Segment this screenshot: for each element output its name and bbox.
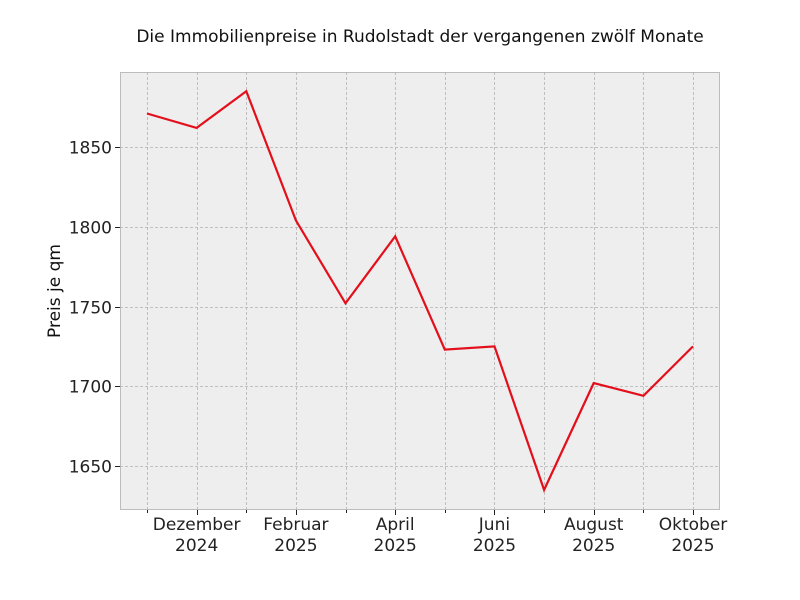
axis-ticks — [115, 147, 694, 515]
y-tick-label: 1700 — [69, 378, 112, 398]
x-tick-year: 2025 — [671, 536, 714, 556]
x-tick-month: Februar — [263, 515, 328, 535]
y-tick-label: 1750 — [69, 299, 112, 319]
x-tick-year: 2025 — [572, 536, 615, 556]
y-axis-tick-labels: 1650 1700 1750 1800 1850 — [69, 139, 112, 478]
y-tick-label: 1850 — [69, 139, 112, 159]
x-tick-year: 2025 — [374, 536, 417, 556]
grid-lines — [120, 72, 720, 510]
chart-title: Die Immobilienpreise in Rudolstadt der v… — [136, 27, 704, 47]
x-tick-year: 2025 — [473, 536, 516, 556]
x-tick-year: 2025 — [274, 536, 317, 556]
price-line — [146, 89, 694, 493]
y-tick-label: 1650 — [69, 458, 112, 478]
x-tick-month: Juni — [478, 515, 510, 535]
y-axis-label: Preis je qm — [45, 244, 65, 338]
x-tick-month: Oktober — [659, 515, 728, 535]
x-axis-tick-labels: Dezember2024Februar2025April2025Juni2025… — [153, 515, 728, 556]
x-tick-month: August — [564, 515, 624, 535]
y-tick-label: 1800 — [69, 219, 112, 239]
x-tick-month: Dezember — [153, 515, 241, 535]
x-tick-month: April — [376, 515, 415, 535]
x-tick-year: 2024 — [175, 536, 218, 556]
